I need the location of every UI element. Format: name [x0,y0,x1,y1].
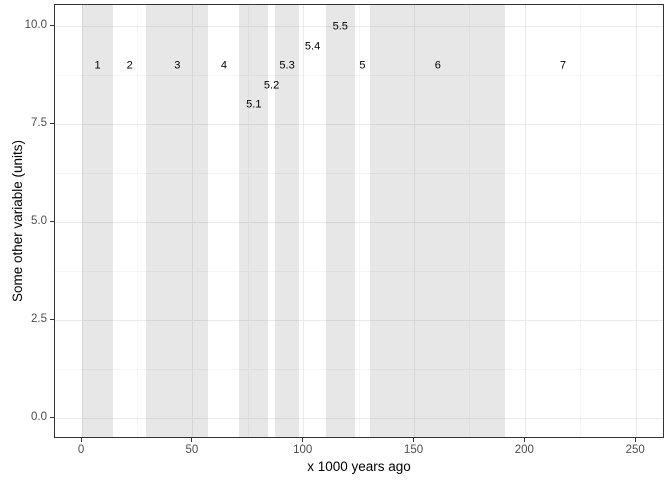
mis-band-3 [146,5,209,437]
plot-panel: 1 2 3 4 5.1 5.2 5.3 5.4 5.5 5 6 7 [54,4,664,438]
x-gridline-minor [580,5,582,437]
y-gridline-major [55,26,663,28]
y-gridline-minor [55,271,663,273]
mis-band-5.3 [274,5,300,437]
x-tick-mark [302,438,304,442]
stage-label-5.1: 5.1 [246,98,262,111]
x-gridline-minor [469,5,471,437]
y-gridline-major [55,222,663,224]
x-tick-mark [413,438,415,442]
y-gridline-minor [55,369,663,371]
x-gridline-major [635,5,637,437]
x-gridline-major [81,5,83,437]
x-tick-label: 0 [77,444,85,456]
x-gridline-minor [358,5,360,437]
y-tick-label: 2.5 [31,313,47,326]
stage-label-6: 6 [434,59,441,72]
mis-band-5.5 [325,5,355,437]
x-tick-mark [634,438,636,442]
y-gridline-major [55,124,663,126]
x-gridline-major [303,5,305,437]
y-gridline-minor [55,173,663,175]
stage-label-5.3: 5.3 [279,59,295,72]
x-tick-label: 50 [185,444,199,456]
x-gridline-major [414,5,416,437]
y-gridline-minor [55,75,663,77]
stage-label-7: 7 [559,59,567,72]
x-gridline-minor [247,5,249,437]
y-tick-label: 7.5 [31,117,47,130]
mis-band-5.1 [239,5,269,437]
stage-label-5.2: 5.2 [263,79,280,92]
x-tick-mark [523,438,525,442]
x-tick-mark [80,438,82,442]
y-tick-mark [50,25,54,27]
x-tick-label: 100 [293,444,313,456]
x-tick-label: 250 [625,444,645,456]
x-tick-label: 150 [403,444,424,456]
stage-label-5.5: 5.5 [332,20,348,33]
y-tick-mark [50,123,54,125]
x-gridline-major [524,5,526,437]
y-tick-mark [50,417,54,419]
stage-label-5.4: 5.4 [304,40,321,53]
y-tick-label: 0.0 [31,411,47,424]
stage-label-4: 4 [220,59,227,72]
stage-label-2: 2 [126,59,133,72]
x-gridline-minor [136,5,138,437]
x-gridline-major [192,5,194,437]
y-tick-mark [50,319,54,321]
x-axis-title: x 1000 years ago [307,459,411,474]
stage-label-1: 1 [94,59,101,72]
x-tick-label: 200 [514,444,534,456]
stage-label-3: 3 [174,59,181,72]
y-tick-mark [50,221,54,223]
y-tick-label: 5.0 [31,215,47,228]
y-gridline-major [55,418,663,420]
x-tick-mark [191,438,193,442]
mis-band-1 [82,5,114,437]
y-gridline-major [55,320,663,322]
stage-label-5: 5 [359,59,366,72]
mis-band-6 [370,5,506,437]
y-tick-label: 10.0 [24,19,47,32]
